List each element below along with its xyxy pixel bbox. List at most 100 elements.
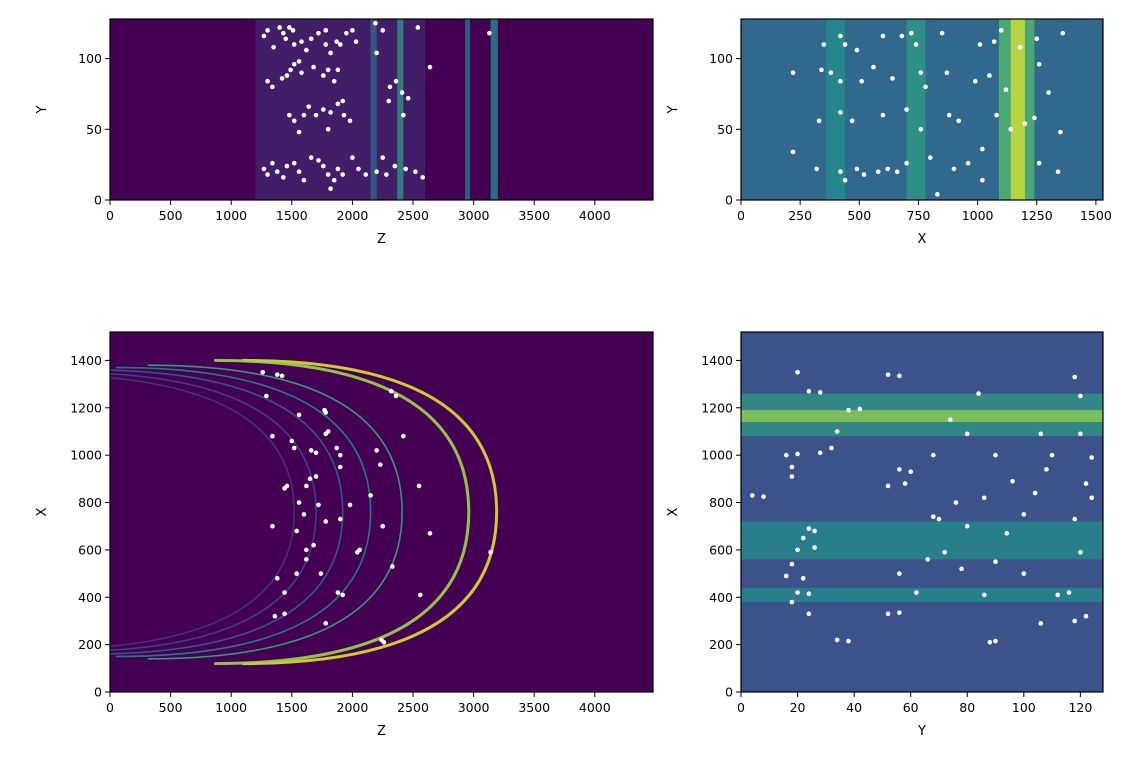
peak-marker [304,47,309,53]
peak-marker [925,557,930,562]
peak-marker [316,30,321,36]
peak-marker [291,160,297,166]
peak-marker [284,163,290,169]
peak-marker [291,42,297,47]
peak-marker [387,84,393,90]
peak-marker [340,592,346,598]
peak-marker [380,28,386,33]
panel-top-right: 0 250 500 750 1000 1250 1500 0 50 100 X Y [666,18,1112,247]
peak-marker [1021,512,1027,517]
peak-marker [301,112,307,118]
peak-marker [1021,571,1027,576]
peak-marker [931,514,936,520]
peak-marker [403,166,409,172]
peak-marker [806,526,812,531]
peak-marker [789,599,795,605]
x-tick-label: 500 [159,208,183,223]
y-tick-label: 800 [709,495,733,510]
peak-marker [271,44,276,50]
peak-marker [816,118,822,124]
peak-marker [301,177,307,183]
peak-marker [1017,44,1023,50]
panel-bottom-right-frame [740,331,1104,693]
peak-marker [415,25,421,30]
peak-marker [944,70,950,76]
peak-marker [980,177,985,183]
peak-marker [386,98,392,104]
peak-marker [325,67,331,73]
peak-marker [890,76,895,81]
peak-marker [1078,431,1083,437]
peak-marker [393,78,399,84]
peak-marker [976,391,981,396]
peak-marker [299,70,304,76]
y-tick-label: 1200 [701,400,733,415]
y-tick-label: 1400 [701,353,733,368]
y-tick-label: 1200 [70,400,102,415]
diffraction-arc-6 [110,376,296,648]
peak-marker [274,576,280,581]
x-tick-label: 500 [159,700,183,715]
peak-marker [1083,481,1089,486]
peak-marker [272,613,278,619]
peak-marker [281,30,286,36]
y-axis-label: Y [35,105,50,114]
peak-marker [401,433,406,439]
peak-marker [980,146,985,152]
peak-marker [789,474,795,479]
peak-marker [1049,452,1055,458]
peak-marker [265,172,270,177]
peak-marker [821,42,827,47]
peak-marker [331,177,337,183]
peak-marker [291,61,297,67]
peak-marker [942,549,947,555]
peak-marker [347,118,353,124]
peak-marker [270,433,275,439]
peak-marker [304,547,309,553]
peak-marker [281,175,286,180]
peak-marker [846,407,851,413]
x-axis-label: X [918,232,927,247]
y-tick-label: 400 [78,590,102,605]
x-tick-label: 120 [1068,700,1092,715]
peak-marker [993,559,998,565]
peak-marker [953,500,959,505]
peak-marker [337,452,343,458]
peak-marker [838,110,843,115]
peak-marker [416,483,422,489]
peak-marker [806,611,812,617]
peak-marker [828,70,834,76]
peak-marker [918,70,924,76]
peak-marker [291,445,297,451]
peak-marker [331,78,337,84]
y-tick-label: 0 [725,193,733,208]
peak-marker [998,28,1004,33]
peak-marker [334,39,339,44]
peak-marker [829,445,834,451]
x-tick-label: 1500 [276,700,308,715]
peak-marker [834,429,840,434]
peak-marker [977,42,983,47]
peak-marker [1044,467,1049,472]
peak-marker [795,547,800,553]
peak-marker [277,25,282,30]
peak-marker [987,639,993,645]
peak-marker [812,528,817,534]
x-tick-label: 4000 [579,208,611,223]
y-tick-label: 50 [86,122,102,137]
peak-marker [291,118,297,124]
peak-marker [914,590,919,595]
peak-marker [405,95,411,101]
peak-marker [1089,495,1094,501]
peak-marker [294,571,299,576]
peak-marker [296,412,302,418]
peak-marker [335,590,341,595]
x-tick-label: 80 [959,700,975,715]
peak-marker [897,467,902,472]
peak-marker [340,172,346,177]
peak-marker [1022,121,1028,126]
peak-marker [790,149,796,155]
peak-marker [880,33,886,39]
peak-marker [783,573,789,579]
peak-marker [283,36,289,42]
